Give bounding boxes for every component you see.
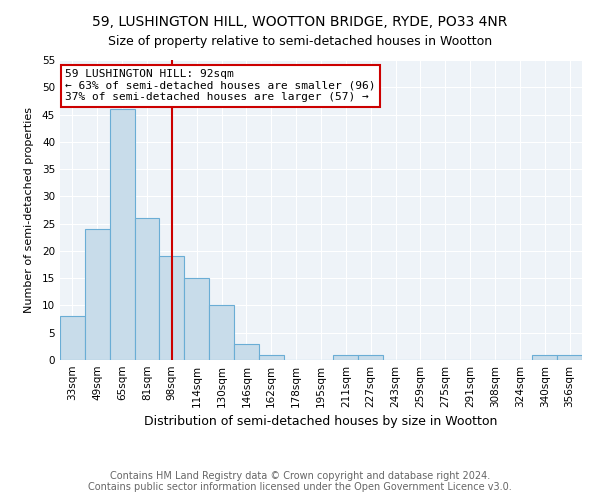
- Bar: [85, 229, 110, 360]
- Text: 59 LUSHINGTON HILL: 92sqm
← 63% of semi-detached houses are smaller (96)
37% of : 59 LUSHINGTON HILL: 92sqm ← 63% of semi-…: [65, 69, 376, 102]
- Bar: [557, 354, 582, 360]
- Y-axis label: Number of semi-detached properties: Number of semi-detached properties: [23, 107, 34, 313]
- Bar: [334, 354, 358, 360]
- Text: 59, LUSHINGTON HILL, WOOTTON BRIDGE, RYDE, PO33 4NR: 59, LUSHINGTON HILL, WOOTTON BRIDGE, RYD…: [92, 15, 508, 29]
- Bar: [358, 354, 383, 360]
- Bar: [209, 306, 234, 360]
- Bar: [110, 109, 134, 360]
- Bar: [234, 344, 259, 360]
- X-axis label: Distribution of semi-detached houses by size in Wootton: Distribution of semi-detached houses by …: [145, 416, 497, 428]
- Bar: [259, 354, 284, 360]
- Bar: [60, 316, 85, 360]
- Text: Size of property relative to semi-detached houses in Wootton: Size of property relative to semi-detach…: [108, 35, 492, 48]
- Bar: [160, 256, 184, 360]
- Bar: [134, 218, 160, 360]
- Bar: [532, 354, 557, 360]
- Text: Contains HM Land Registry data © Crown copyright and database right 2024.
Contai: Contains HM Land Registry data © Crown c…: [88, 471, 512, 492]
- Bar: [184, 278, 209, 360]
